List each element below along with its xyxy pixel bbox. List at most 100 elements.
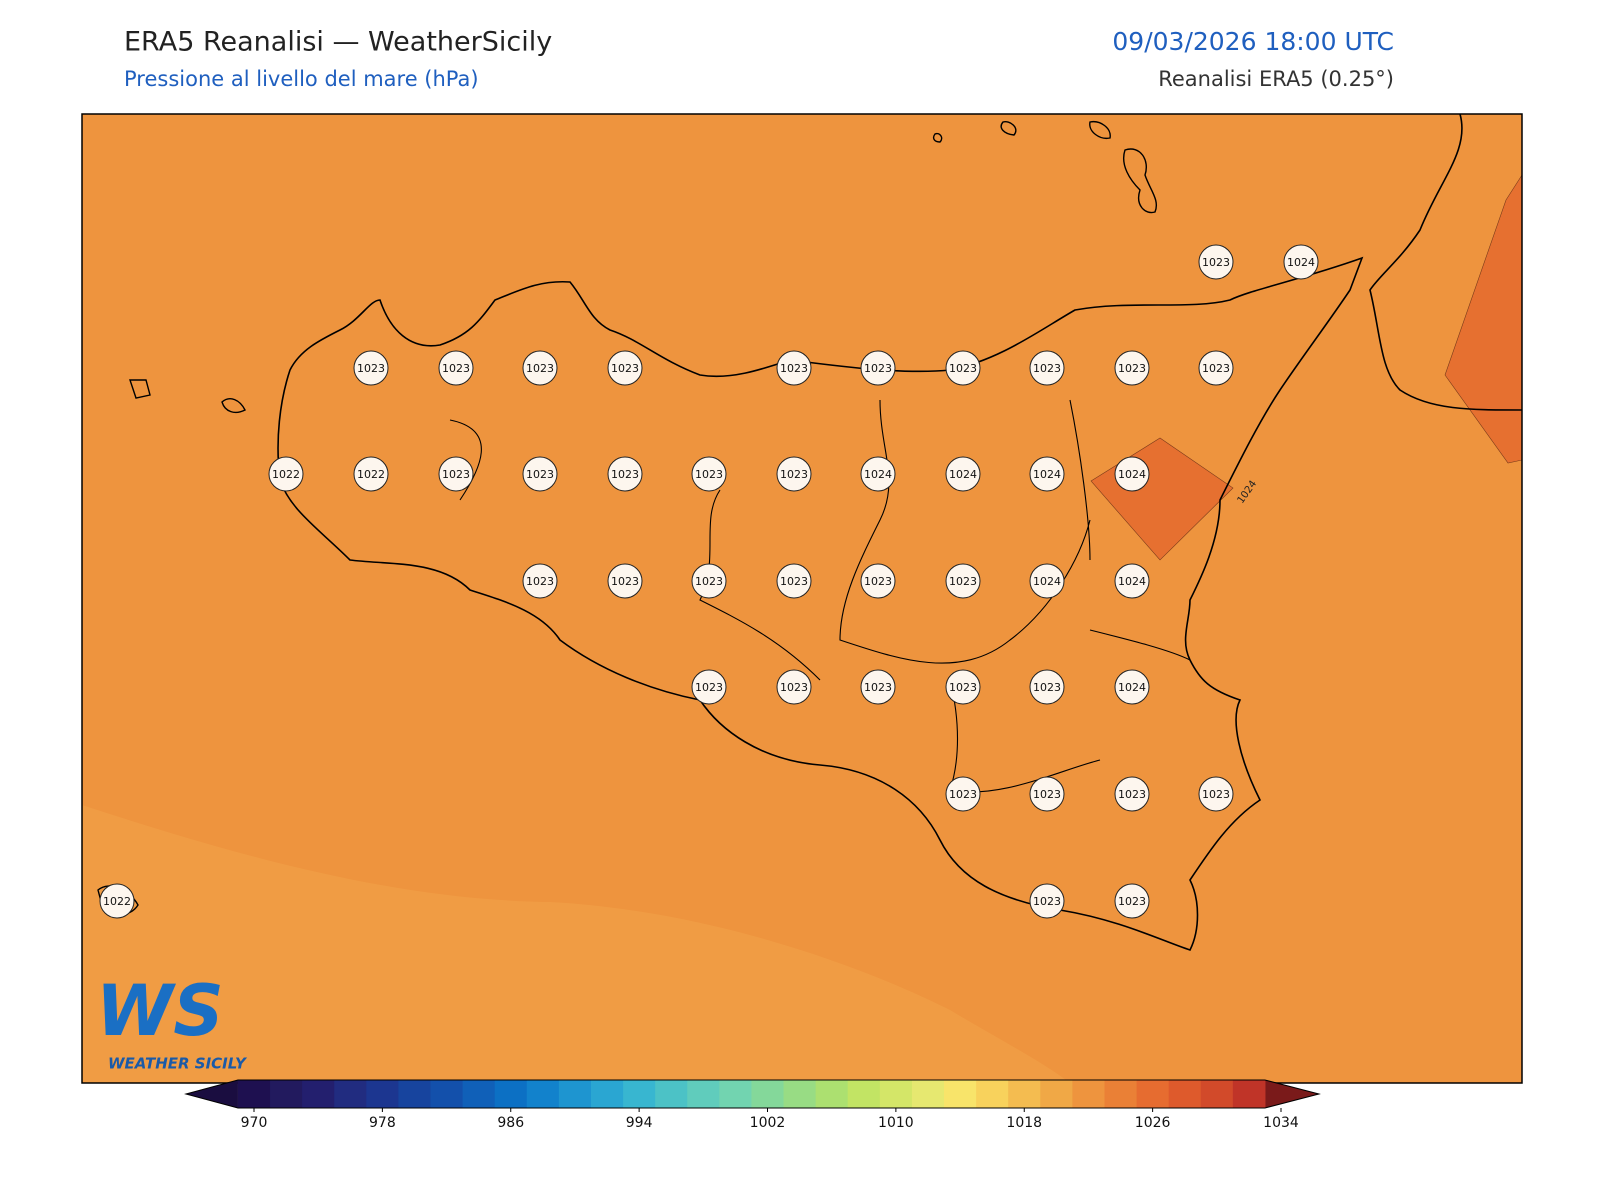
- station-value: 1023: [1033, 895, 1061, 908]
- station-marker: [438, 350, 474, 386]
- pressure-zone: [1444, 174, 1522, 464]
- station-value: 1023: [780, 575, 808, 588]
- station-value: 1023: [611, 468, 639, 481]
- colorbar-tick-label: 1002: [750, 1115, 786, 1131]
- colorbar-tick-label: 970: [241, 1115, 268, 1131]
- station-marker: [776, 563, 812, 599]
- colorbar-swatch: [1136, 1080, 1170, 1108]
- title: ERA5 Reanalisi — WeatherSicily: [124, 27, 552, 58]
- colorbar-swatch: [1232, 1080, 1266, 1108]
- colorbar-tick-label: 1026: [1135, 1115, 1171, 1131]
- station-value: 1023: [1202, 256, 1230, 269]
- colorbar-swatch: [334, 1080, 367, 1108]
- station-marker: [1029, 456, 1065, 492]
- station-marker: [776, 456, 812, 492]
- colorbar-swatch: [398, 1080, 432, 1108]
- station-marker: [860, 669, 896, 705]
- station-value: 1023: [611, 362, 639, 375]
- colorbar-swatch: [462, 1080, 496, 1108]
- province-border: [449, 399, 1191, 793]
- station-value: 1023: [780, 362, 808, 375]
- colorbar-swatch: [1168, 1080, 1202, 1108]
- colorbar-tick-label: 1034: [1263, 1115, 1299, 1131]
- station-marker: [1029, 350, 1065, 386]
- station-marker: [268, 456, 304, 492]
- colorbar-swatch: [590, 1080, 624, 1108]
- station-value: 1023: [949, 362, 977, 375]
- logo-text: WEATHER SICILY: [108, 1055, 248, 1073]
- station-value: 1023: [442, 468, 470, 481]
- colorbar-extend-low: [185, 1080, 238, 1108]
- station-marker: [1114, 563, 1150, 599]
- station-value: 1023: [864, 575, 892, 588]
- station-value: 1023: [357, 362, 385, 375]
- station-value: 1024: [1287, 256, 1315, 269]
- colorbar-swatch: [751, 1080, 785, 1108]
- station-value: 1023: [1118, 362, 1146, 375]
- station-value: 1023: [1033, 788, 1061, 801]
- colorbar-swatch: [302, 1080, 335, 1108]
- station-value: 1023: [611, 575, 639, 588]
- station-marker: [945, 669, 981, 705]
- station-marker: [1029, 883, 1065, 919]
- station-value: 1024: [949, 468, 977, 481]
- station-marker: [1114, 456, 1150, 492]
- station-value: 1024: [1118, 468, 1146, 481]
- station-marker: [945, 776, 981, 812]
- station-value: 1023: [442, 362, 470, 375]
- station-value: 1023: [1118, 895, 1146, 908]
- station-value: 1023: [1033, 681, 1061, 694]
- colorbar-swatch: [1072, 1080, 1105, 1108]
- station-marker: [353, 350, 389, 386]
- station-marker: [945, 350, 981, 386]
- station-marker: [1114, 883, 1150, 919]
- station-marker: [607, 563, 643, 599]
- station-value: 1023: [1202, 362, 1230, 375]
- station-marker: [438, 456, 474, 492]
- station-marker: [691, 563, 727, 599]
- colorbar-swatch: [1040, 1080, 1073, 1108]
- station-marker: [691, 669, 727, 705]
- station-marker: [1114, 669, 1150, 705]
- station-marker: [860, 563, 896, 599]
- station-value: 1023: [526, 362, 554, 375]
- station-marker: [776, 669, 812, 705]
- station-value: 1023: [864, 681, 892, 694]
- station-value: 1023: [1118, 788, 1146, 801]
- station-marker: [522, 456, 558, 492]
- colorbar-swatch: [783, 1080, 817, 1108]
- station-value: 1023: [695, 575, 723, 588]
- station-value: 1023: [780, 468, 808, 481]
- station-value: 1023: [695, 468, 723, 481]
- station-value: 1023: [526, 575, 554, 588]
- colorbar-tick-label: 994: [626, 1115, 653, 1131]
- colorbar-tick-label: 978: [369, 1115, 396, 1131]
- station-marker: [99, 883, 135, 919]
- station-marker: [1283, 244, 1319, 280]
- station-value: 1023: [695, 681, 723, 694]
- station-marker: [1114, 776, 1150, 812]
- logo: WS WEATHER SICILY: [96, 970, 248, 1072]
- datetime: 09/03/2026 18:00 UTC: [1112, 27, 1394, 56]
- station-value: 1023: [949, 681, 977, 694]
- colorbar-swatch: [847, 1080, 881, 1108]
- station-marker: [1198, 350, 1234, 386]
- colorbar-swatch: [237, 1080, 271, 1108]
- station-value: 1024: [1118, 681, 1146, 694]
- colorbar-swatch: [879, 1080, 913, 1108]
- station-value: 1024: [1033, 468, 1061, 481]
- station-marker: [860, 456, 896, 492]
- coastline: [277, 256, 1364, 951]
- colorbar-extend-high: [1264, 1080, 1319, 1108]
- colorbar-tick-label: 1010: [878, 1115, 914, 1131]
- colorbar-swatch: [687, 1080, 720, 1108]
- station-value: 1023: [780, 681, 808, 694]
- colorbar-swatch: [815, 1080, 849, 1108]
- station-marker: [1198, 776, 1234, 812]
- station-value: 1022: [103, 895, 131, 908]
- station-value: 1024: [864, 468, 892, 481]
- station-value: 1023: [1033, 362, 1061, 375]
- station-value: 1022: [272, 468, 300, 481]
- station-marker: [607, 350, 643, 386]
